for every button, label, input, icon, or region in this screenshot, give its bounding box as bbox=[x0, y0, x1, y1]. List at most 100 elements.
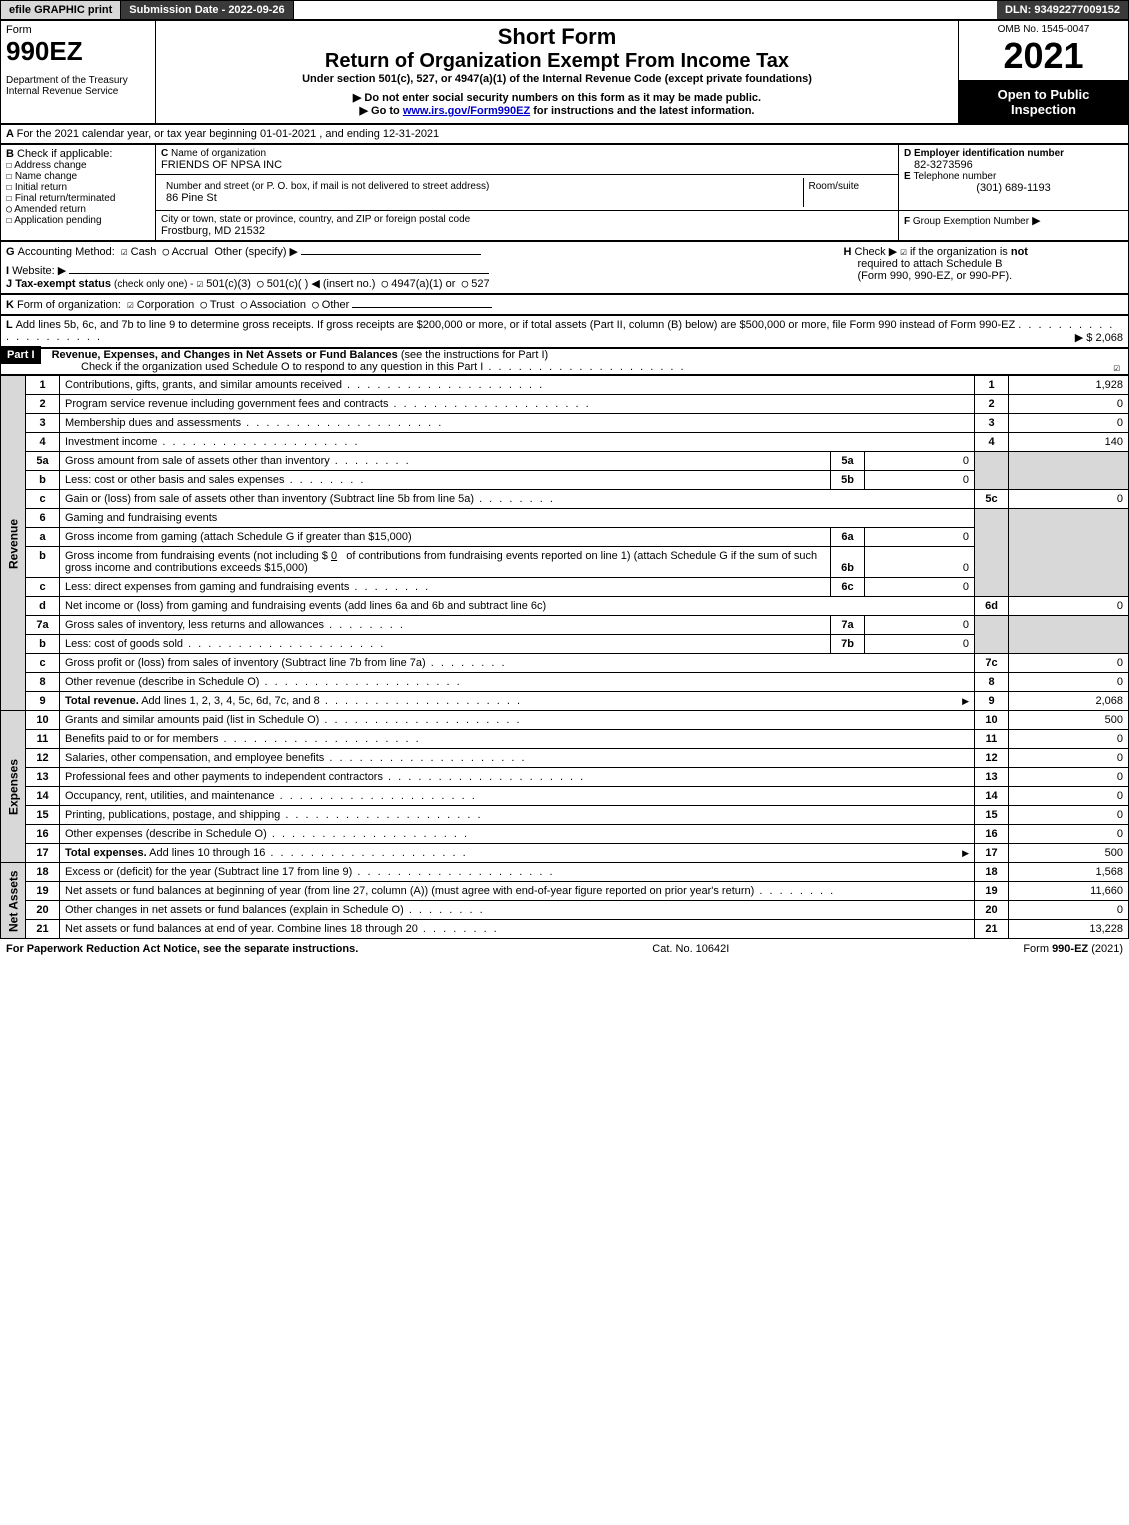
line-17-ref: 17 bbox=[975, 844, 1009, 863]
line-10-text: Grants and similar amounts paid (list in… bbox=[65, 714, 319, 726]
chk-h[interactable]: ☑ bbox=[900, 245, 907, 258]
vlabel-net-assets: Net Assets bbox=[1, 863, 26, 939]
line-6a-num: a bbox=[26, 528, 60, 547]
line-5b-sublabel: 5b bbox=[831, 471, 865, 490]
line-5a-text: Gross amount from sale of assets other t… bbox=[65, 455, 330, 467]
chk-name-change[interactable]: ☐ bbox=[6, 171, 12, 182]
line-5b-num: b bbox=[26, 471, 60, 490]
line-6c-sublabel: 6c bbox=[831, 578, 865, 597]
lbl-527: 527 bbox=[471, 278, 489, 290]
chk-cash[interactable]: ☑ bbox=[121, 245, 128, 258]
line-4-num: 4 bbox=[26, 433, 60, 452]
page-footer: For Paperwork Reduction Act Notice, see … bbox=[0, 939, 1129, 959]
chk-initial-return[interactable]: ☐ bbox=[6, 182, 12, 193]
l-value: ▶ $ 2,068 bbox=[1075, 331, 1123, 344]
phone-value: (301) 689-1193 bbox=[904, 182, 1123, 194]
line-17-text: Total expenses. bbox=[65, 847, 147, 859]
line-2-val: 0 bbox=[1009, 395, 1129, 414]
note-ssn: ▶ Do not enter social security numbers o… bbox=[161, 91, 953, 104]
chk-accrual[interactable]: ○ bbox=[162, 245, 169, 258]
line-13-num: 13 bbox=[26, 768, 60, 787]
chk-assoc[interactable]: ○ bbox=[241, 298, 248, 311]
chk-final-return[interactable]: ☐ bbox=[6, 193, 12, 204]
line-3-num: 3 bbox=[26, 414, 60, 433]
footer-left: For Paperwork Reduction Act Notice, see … bbox=[6, 943, 358, 955]
title-return: Return of Organization Exempt From Incom… bbox=[161, 50, 953, 73]
c-street-label: Number and street (or P. O. box, if mail… bbox=[166, 181, 798, 192]
c-name-label: Name of organization bbox=[171, 148, 266, 159]
chk-amended-return[interactable]: ○ bbox=[6, 204, 12, 215]
vlabel-expenses: Expenses bbox=[1, 711, 26, 863]
chk-schedule-o[interactable]: ☑ bbox=[1113, 361, 1128, 374]
ein-value: 82-3273596 bbox=[904, 159, 1123, 171]
chk-501c[interactable]: ○ bbox=[257, 277, 264, 290]
lbl-4947: 4947(a)(1) or bbox=[391, 278, 455, 290]
line-6d-num: d bbox=[26, 597, 60, 616]
chk-4947[interactable]: ○ bbox=[382, 277, 389, 290]
line-7c-num: c bbox=[26, 654, 60, 673]
line-7c-text: Gross profit or (loss) from sales of inv… bbox=[65, 657, 426, 669]
line-10-val: 500 bbox=[1009, 711, 1129, 730]
h-not: not bbox=[1011, 246, 1028, 258]
line-21-val: 13,228 bbox=[1009, 920, 1129, 939]
efile-print-button[interactable]: efile GRAPHIC print bbox=[1, 1, 121, 19]
h-post: if the organization is bbox=[907, 246, 1011, 258]
l-text: Add lines 5b, 6c, and 7b to line 9 to de… bbox=[16, 319, 1016, 331]
line-2-text: Program service revenue including govern… bbox=[65, 398, 388, 410]
line-4-val: 140 bbox=[1009, 433, 1129, 452]
chk-501c3[interactable]: ☑ bbox=[197, 277, 204, 290]
dept-treasury: Department of the Treasury bbox=[6, 75, 150, 86]
title-short-form: Short Form bbox=[161, 24, 953, 50]
line-18-val: 1,568 bbox=[1009, 863, 1129, 882]
line-16-ref: 16 bbox=[975, 825, 1009, 844]
line-12-text: Salaries, other compensation, and employ… bbox=[65, 752, 324, 764]
line-13-ref: 13 bbox=[975, 768, 1009, 787]
lbl-name-change: Name change bbox=[15, 171, 77, 182]
chk-other-org[interactable]: ○ bbox=[312, 298, 319, 311]
line-5a-num: 5a bbox=[26, 452, 60, 471]
line-14-text: Occupancy, rent, utilities, and maintena… bbox=[65, 790, 275, 802]
line-8-val: 0 bbox=[1009, 673, 1129, 692]
chk-trust[interactable]: ○ bbox=[200, 298, 207, 311]
line-17-val: 500 bbox=[1009, 844, 1129, 863]
line-5c-val: 0 bbox=[1009, 490, 1129, 509]
part-i-note: (see the instructions for Part I) bbox=[401, 349, 548, 361]
line-7b-sublabel: 7b bbox=[831, 635, 865, 654]
j-note: (check only one) - bbox=[114, 279, 193, 290]
g-label: Accounting Method: bbox=[18, 246, 115, 258]
org-name: FRIENDS OF NPSA INC bbox=[161, 159, 893, 171]
line-10-num: 10 bbox=[26, 711, 60, 730]
line-7c-val: 0 bbox=[1009, 654, 1129, 673]
line-15-num: 15 bbox=[26, 806, 60, 825]
irs-link[interactable]: www.irs.gov/Form990EZ bbox=[403, 105, 530, 117]
line-9-text2: Add lines 1, 2, 3, 4, 5c, 6d, 7c, and 8 bbox=[141, 695, 320, 707]
line-6c-num: c bbox=[26, 578, 60, 597]
chk-application-pending[interactable]: ☐ bbox=[6, 215, 12, 226]
city-value: Frostburg, MD 21532 bbox=[161, 225, 893, 237]
line-20-text: Other changes in net assets or fund bala… bbox=[65, 904, 404, 916]
form-header: Form 990EZ Department of the Treasury In… bbox=[0, 20, 1129, 124]
line-7c-ref: 7c bbox=[975, 654, 1009, 673]
footer-cat: Cat. No. 10642I bbox=[652, 943, 729, 955]
f-label: F Group Exemption Number bbox=[904, 216, 1029, 227]
line-20-ref: 20 bbox=[975, 901, 1009, 920]
line-16-text: Other expenses (describe in Schedule O) bbox=[65, 828, 267, 840]
e-label: E Telephone number bbox=[904, 171, 1123, 182]
line-7a-num: 7a bbox=[26, 616, 60, 635]
f-arrow: ▶ bbox=[1032, 215, 1040, 227]
part-i-heading: Revenue, Expenses, and Changes in Net As… bbox=[44, 349, 398, 361]
line-6c-subval: 0 bbox=[865, 578, 975, 597]
chk-527[interactable]: ○ bbox=[462, 277, 469, 290]
part-i-label: Part I bbox=[1, 346, 41, 364]
line-7a-subval: 0 bbox=[865, 616, 975, 635]
lbl-assoc: Association bbox=[250, 299, 306, 311]
lbl-other-method: Other (specify) ▶ bbox=[214, 246, 298, 258]
line-15-ref: 15 bbox=[975, 806, 1009, 825]
line-20-num: 20 bbox=[26, 901, 60, 920]
note-goto: ▶ Go to www.irs.gov/Form990EZ for instru… bbox=[161, 104, 953, 117]
chk-corp[interactable]: ☑ bbox=[127, 298, 134, 311]
line-13-val: 0 bbox=[1009, 768, 1129, 787]
line-19-ref: 19 bbox=[975, 882, 1009, 901]
part-i-table: Revenue 1 Contributions, gifts, grants, … bbox=[0, 375, 1129, 939]
chk-address-change[interactable]: ☐ bbox=[6, 160, 12, 171]
